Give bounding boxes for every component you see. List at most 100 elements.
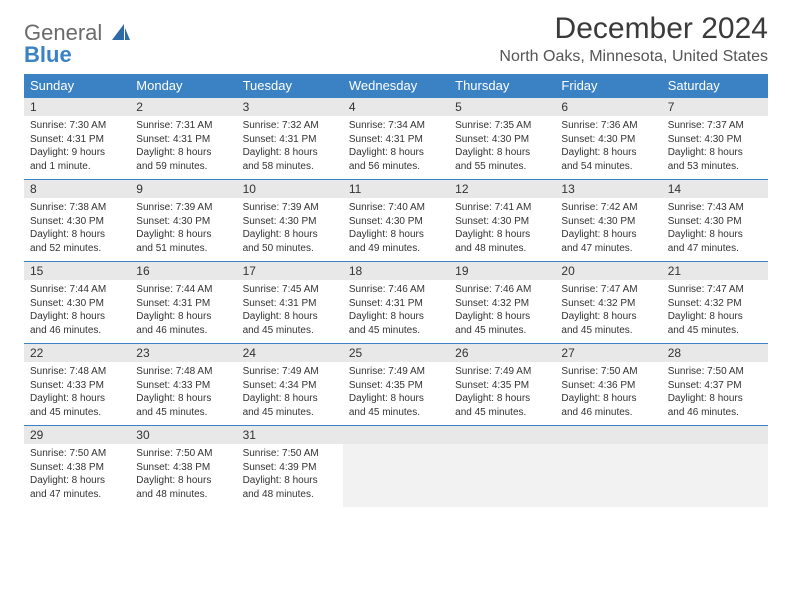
- day-number-cell: 18: [343, 261, 449, 280]
- day-info-cell: Sunrise: 7:50 AMSunset: 4:36 PMDaylight:…: [555, 362, 661, 425]
- sunrise-text: Sunrise: 7:43 AM: [668, 201, 762, 215]
- sunrise-text: Sunrise: 7:35 AM: [455, 119, 549, 133]
- daylight-text: Daylight: 8 hours and 47 minutes.: [30, 474, 124, 501]
- weekday-header: Friday: [555, 74, 661, 97]
- sunrise-text: Sunrise: 7:49 AM: [243, 365, 337, 379]
- sunrise-text: Sunrise: 7:47 AM: [561, 283, 655, 297]
- day-number-cell: 6: [555, 97, 661, 116]
- weekday-header: Thursday: [449, 74, 555, 97]
- sunset-text: Sunset: 4:30 PM: [668, 133, 762, 147]
- sunset-text: Sunset: 4:30 PM: [668, 215, 762, 229]
- daylight-text: Daylight: 8 hours and 45 minutes.: [243, 392, 337, 419]
- day-info-cell: Sunrise: 7:44 AMSunset: 4:31 PMDaylight:…: [130, 280, 236, 343]
- month-title: December 2024: [499, 12, 768, 46]
- day-info-cell: Sunrise: 7:50 AMSunset: 4:37 PMDaylight:…: [662, 362, 768, 425]
- daylight-text: Daylight: 8 hours and 45 minutes.: [349, 392, 443, 419]
- sunrise-text: Sunrise: 7:34 AM: [349, 119, 443, 133]
- daylight-text: Daylight: 8 hours and 48 minutes.: [455, 228, 549, 255]
- day-number-cell: 1: [24, 97, 130, 116]
- day-info-cell: Sunrise: 7:41 AMSunset: 4:30 PMDaylight:…: [449, 198, 555, 261]
- day-info-cell: Sunrise: 7:47 AMSunset: 4:32 PMDaylight:…: [662, 280, 768, 343]
- sunset-text: Sunset: 4:31 PM: [30, 133, 124, 147]
- day-number-cell: [449, 425, 555, 444]
- day-number-cell: 20: [555, 261, 661, 280]
- day-number-cell: 4: [343, 97, 449, 116]
- sunset-text: Sunset: 4:39 PM: [243, 461, 337, 475]
- sunset-text: Sunset: 4:34 PM: [243, 379, 337, 393]
- day-number-cell: 13: [555, 179, 661, 198]
- sunrise-text: Sunrise: 7:50 AM: [668, 365, 762, 379]
- day-number-cell: 25: [343, 343, 449, 362]
- day-number-cell: 30: [130, 425, 236, 444]
- sunset-text: Sunset: 4:31 PM: [136, 297, 230, 311]
- daylight-text: Daylight: 8 hours and 46 minutes.: [668, 392, 762, 419]
- day-info-cell: Sunrise: 7:31 AMSunset: 4:31 PMDaylight:…: [130, 116, 236, 179]
- sunset-text: Sunset: 4:30 PM: [455, 215, 549, 229]
- daylight-text: Daylight: 8 hours and 45 minutes.: [561, 310, 655, 337]
- day-number-cell: 9: [130, 179, 236, 198]
- day-info-cell: Sunrise: 7:49 AMSunset: 4:35 PMDaylight:…: [343, 362, 449, 425]
- daylight-text: Daylight: 8 hours and 55 minutes.: [455, 146, 549, 173]
- sunset-text: Sunset: 4:33 PM: [30, 379, 124, 393]
- sunset-text: Sunset: 4:32 PM: [561, 297, 655, 311]
- daylight-text: Daylight: 8 hours and 51 minutes.: [136, 228, 230, 255]
- day-info-cell: Sunrise: 7:30 AMSunset: 4:31 PMDaylight:…: [24, 116, 130, 179]
- day-info-cell: Sunrise: 7:44 AMSunset: 4:30 PMDaylight:…: [24, 280, 130, 343]
- day-info-cell: Sunrise: 7:39 AMSunset: 4:30 PMDaylight:…: [237, 198, 343, 261]
- day-number-cell: [555, 425, 661, 444]
- weeks-container: 1234567Sunrise: 7:30 AMSunset: 4:31 PMDa…: [24, 97, 768, 507]
- day-info-cell: Sunrise: 7:46 AMSunset: 4:32 PMDaylight:…: [449, 280, 555, 343]
- day-info-row: Sunrise: 7:48 AMSunset: 4:33 PMDaylight:…: [24, 362, 768, 425]
- sunset-text: Sunset: 4:36 PM: [561, 379, 655, 393]
- daylight-text: Daylight: 8 hours and 53 minutes.: [668, 146, 762, 173]
- day-number-row: 891011121314: [24, 179, 768, 198]
- sunrise-text: Sunrise: 7:30 AM: [30, 119, 124, 133]
- logo-text-blue: Blue: [24, 42, 72, 67]
- calendar: Sunday Monday Tuesday Wednesday Thursday…: [24, 74, 768, 507]
- sunrise-text: Sunrise: 7:49 AM: [349, 365, 443, 379]
- sunset-text: Sunset: 4:30 PM: [243, 215, 337, 229]
- day-info-cell: Sunrise: 7:38 AMSunset: 4:30 PMDaylight:…: [24, 198, 130, 261]
- day-number-cell: 3: [237, 97, 343, 116]
- weekday-header: Tuesday: [237, 74, 343, 97]
- sunrise-text: Sunrise: 7:46 AM: [349, 283, 443, 297]
- day-info-cell: Sunrise: 7:50 AMSunset: 4:38 PMDaylight:…: [24, 444, 130, 507]
- day-number-cell: 23: [130, 343, 236, 362]
- daylight-text: Daylight: 8 hours and 58 minutes.: [243, 146, 337, 173]
- day-number-row: 1234567: [24, 97, 768, 116]
- sunrise-text: Sunrise: 7:32 AM: [243, 119, 337, 133]
- daylight-text: Daylight: 8 hours and 54 minutes.: [561, 146, 655, 173]
- day-number-cell: 12: [449, 179, 555, 198]
- day-number-cell: 31: [237, 425, 343, 444]
- daylight-text: Daylight: 8 hours and 48 minutes.: [136, 474, 230, 501]
- day-number-cell: 7: [662, 97, 768, 116]
- day-number-cell: 17: [237, 261, 343, 280]
- day-info-row: Sunrise: 7:44 AMSunset: 4:30 PMDaylight:…: [24, 280, 768, 343]
- sunset-text: Sunset: 4:30 PM: [561, 215, 655, 229]
- day-info-row: Sunrise: 7:30 AMSunset: 4:31 PM Daylight:…: [24, 116, 768, 179]
- day-number-cell: 29: [24, 425, 130, 444]
- day-info-row: Sunrise: 7:38 AMSunset: 4:30 PMDaylight:…: [24, 198, 768, 261]
- sunrise-text: Sunrise: 7:50 AM: [243, 447, 337, 461]
- day-number-cell: 16: [130, 261, 236, 280]
- sunrise-text: Sunrise: 7:44 AM: [136, 283, 230, 297]
- sunrise-text: Sunrise: 7:39 AM: [243, 201, 337, 215]
- day-number-cell: 28: [662, 343, 768, 362]
- day-number-cell: [343, 425, 449, 444]
- weekday-header: Saturday: [662, 74, 768, 97]
- day-info-cell: Sunrise: 7:46 AMSunset: 4:31 PMDaylight:…: [343, 280, 449, 343]
- sunset-text: Sunset: 4:32 PM: [668, 297, 762, 311]
- logo-sail-icon: [112, 24, 130, 40]
- sunset-text: Sunset: 4:38 PM: [30, 461, 124, 475]
- day-info-cell: Sunrise: 7:48 AMSunset: 4:33 PMDaylight:…: [130, 362, 236, 425]
- sunrise-text: Sunrise: 7:44 AM: [30, 283, 124, 297]
- sunset-text: Sunset: 4:32 PM: [455, 297, 549, 311]
- sunrise-text: Sunrise: 7:41 AM: [455, 201, 549, 215]
- sunrise-text: Sunrise: 7:45 AM: [243, 283, 337, 297]
- weekday-header: Wednesday: [343, 74, 449, 97]
- day-number-cell: 24: [237, 343, 343, 362]
- day-info-row: Sunrise: 7:50 AMSunset: 4:38 PMDaylight:…: [24, 444, 768, 507]
- daylight-text: Daylight: 8 hours and 52 minutes.: [30, 228, 124, 255]
- sunset-text: Sunset: 4:30 PM: [349, 215, 443, 229]
- day-number-cell: 19: [449, 261, 555, 280]
